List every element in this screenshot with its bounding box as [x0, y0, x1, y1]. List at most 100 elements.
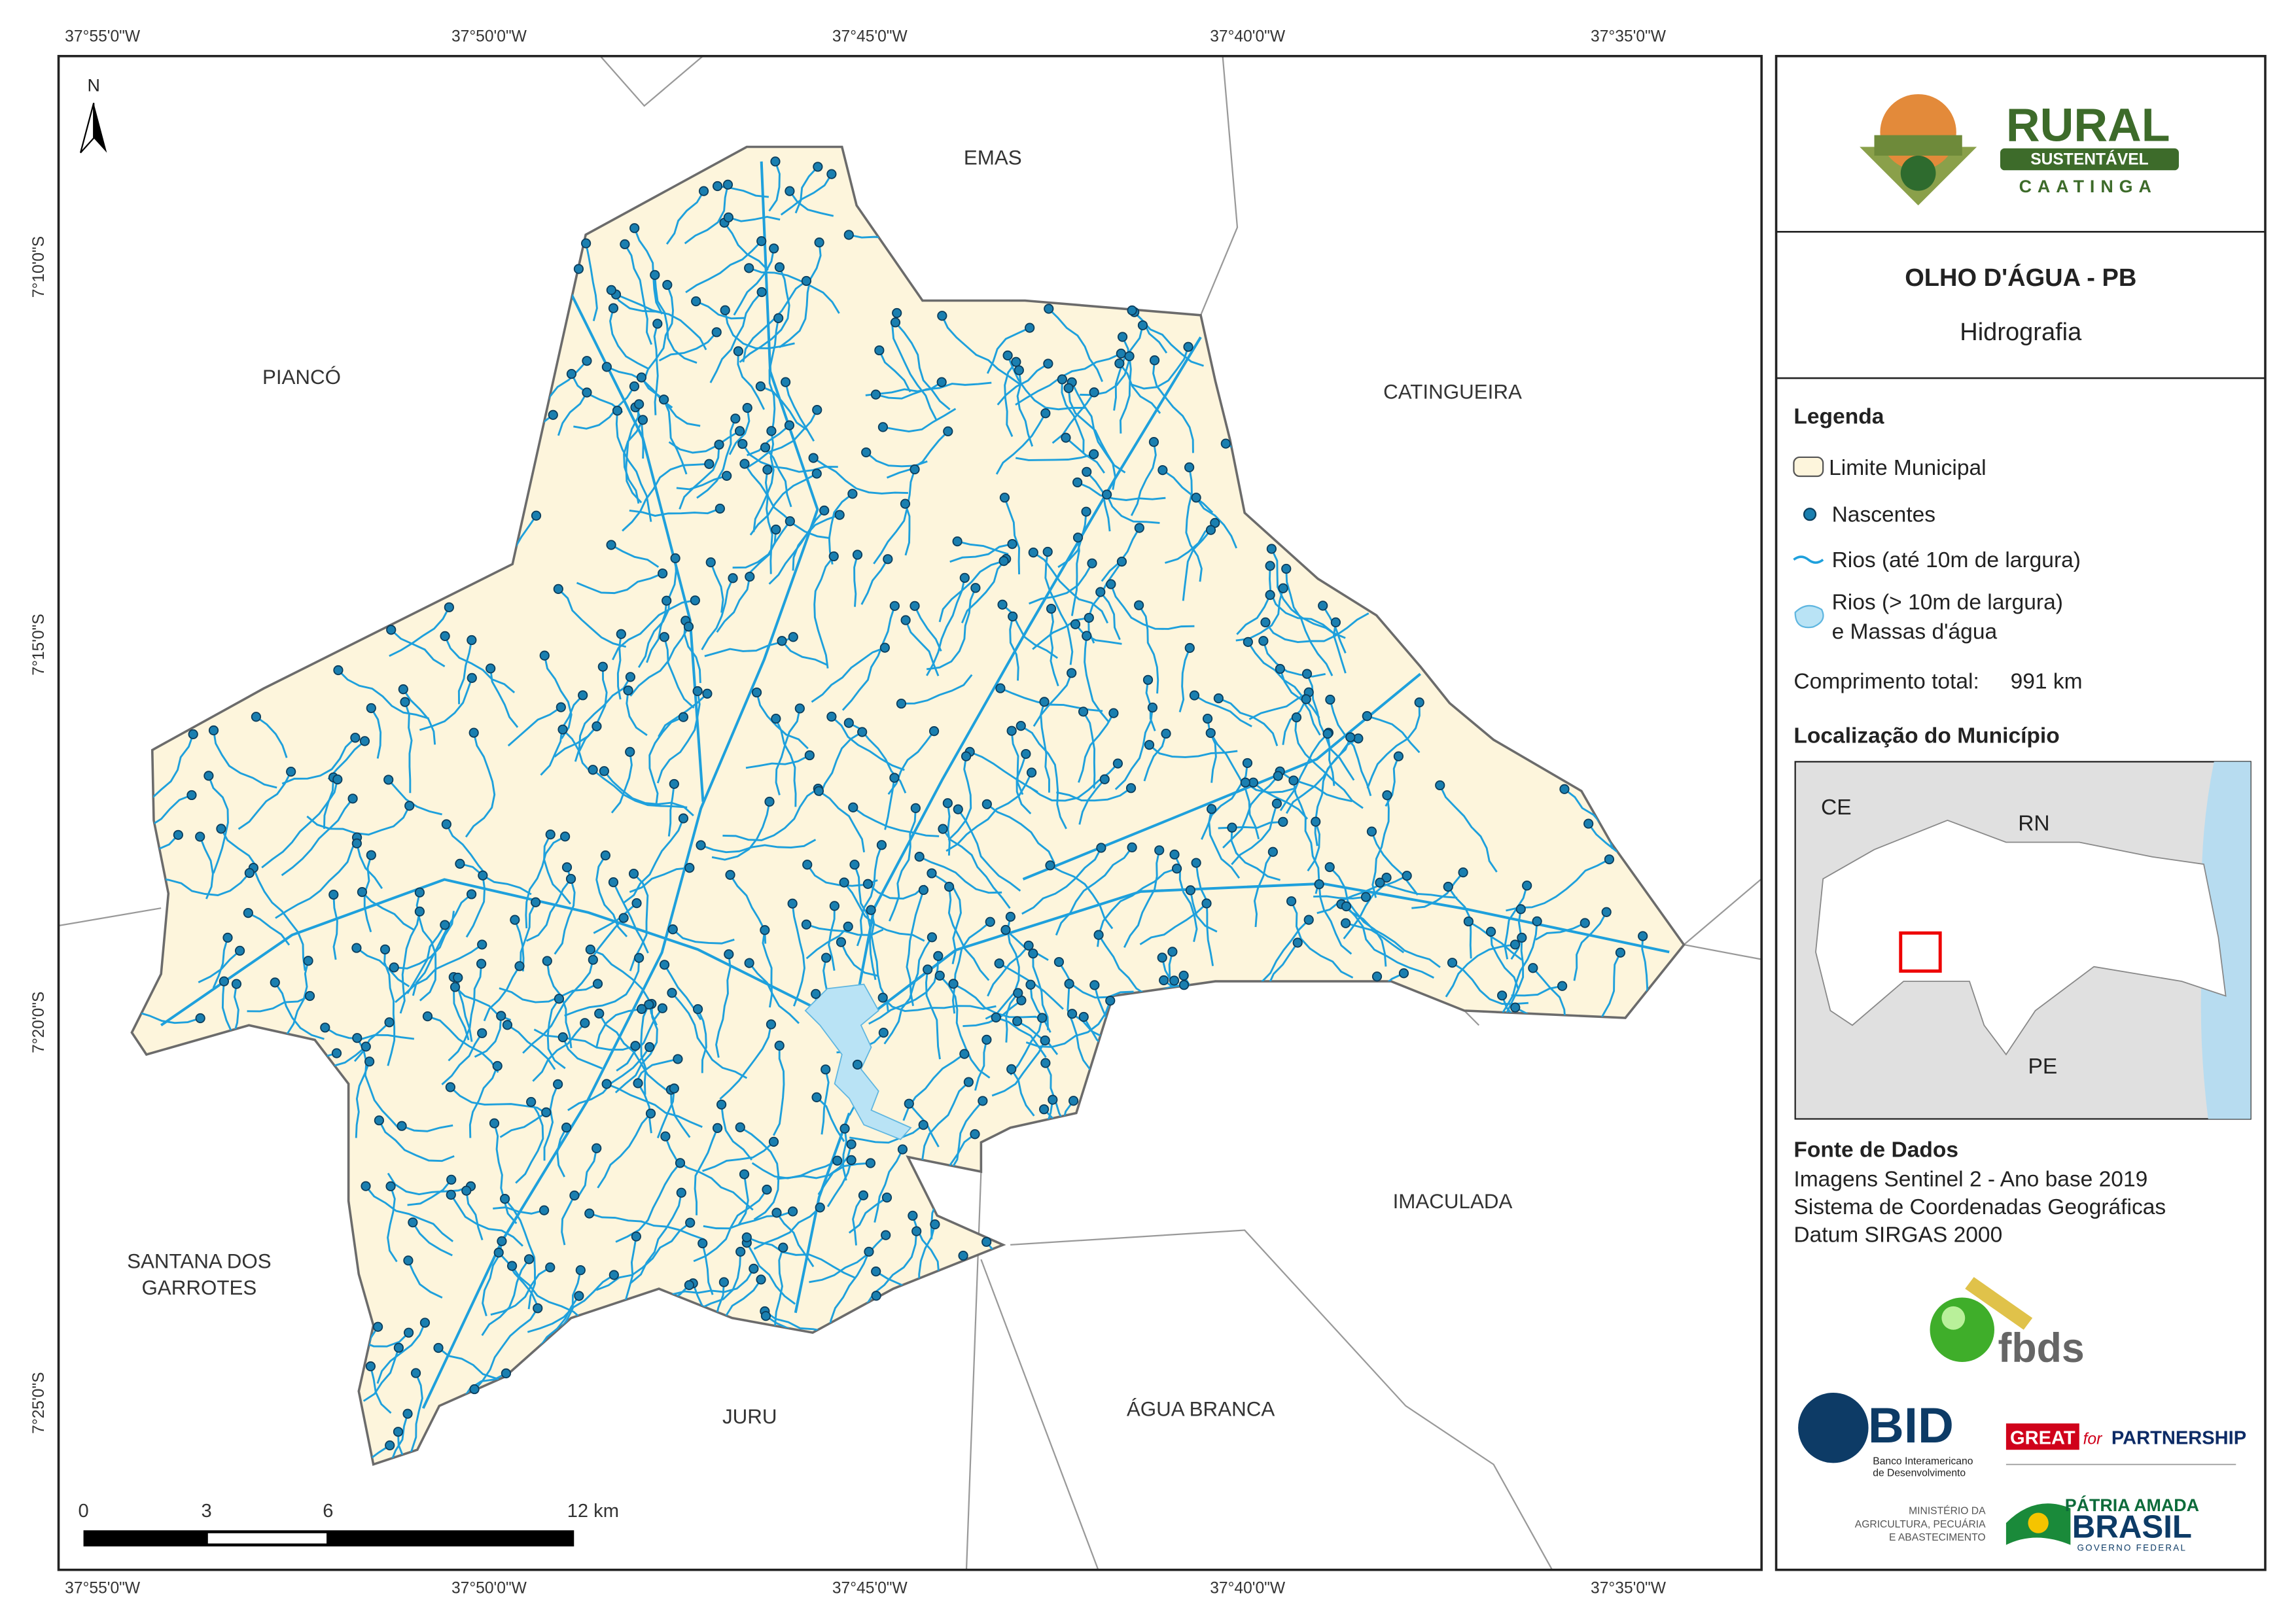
river	[370, 707, 382, 759]
spring	[1167, 947, 1178, 957]
river	[826, 1159, 853, 1208]
river	[995, 413, 1047, 475]
coord-label: 7°25'0"S	[30, 1372, 48, 1433]
spring	[1117, 332, 1128, 342]
river	[813, 555, 835, 669]
spring	[811, 988, 821, 999]
river	[1138, 604, 1159, 694]
spring	[774, 262, 785, 273]
scale-label: 12 km	[567, 1501, 619, 1522]
spring	[735, 1246, 746, 1257]
river	[629, 626, 690, 697]
spring	[865, 1158, 876, 1168]
spring	[999, 493, 1010, 503]
spring	[937, 311, 947, 321]
spring	[629, 381, 640, 392]
river	[658, 331, 718, 362]
spring	[1227, 822, 1237, 833]
river	[856, 845, 883, 947]
spring	[1360, 892, 1371, 902]
spring	[1127, 842, 1137, 852]
river	[633, 228, 663, 315]
spring	[510, 915, 520, 925]
river	[901, 674, 973, 705]
river	[1123, 850, 1161, 949]
spring	[1278, 816, 1288, 827]
river	[821, 1069, 830, 1135]
spring	[650, 270, 660, 280]
spring	[991, 1012, 1001, 1022]
spring	[1604, 854, 1615, 865]
river	[1049, 608, 1059, 687]
river	[1074, 623, 1122, 645]
spring	[1178, 980, 1190, 990]
map-subtitle: Hidrografia	[1960, 319, 2082, 346]
river	[412, 1221, 453, 1257]
spring	[526, 1096, 537, 1108]
spring	[660, 1131, 671, 1142]
river	[1152, 360, 1194, 453]
spring	[1362, 710, 1372, 722]
spring	[685, 1217, 696, 1228]
river	[1189, 890, 1218, 933]
legend-symbol	[1803, 508, 1817, 521]
spring	[889, 773, 900, 783]
spring	[705, 557, 716, 568]
spring	[1243, 637, 1253, 647]
river	[1029, 563, 1093, 605]
river	[444, 635, 516, 693]
spring	[723, 212, 733, 222]
spring	[781, 377, 791, 387]
river	[446, 824, 488, 877]
inset-label: PE	[2028, 1055, 2057, 1079]
spring	[808, 453, 819, 463]
spring	[608, 877, 619, 888]
spring	[849, 860, 860, 870]
spring	[584, 1208, 595, 1219]
scale-label: 3	[201, 1501, 211, 1522]
river	[402, 688, 436, 745]
river	[779, 242, 822, 349]
spring	[1522, 881, 1532, 891]
river	[1065, 437, 1106, 474]
coord-label: 37°40'0"W	[1210, 27, 1286, 45]
neighbor-label: GARROTES	[141, 1276, 256, 1299]
spring	[1583, 818, 1594, 829]
river	[1326, 733, 1335, 786]
spring	[433, 1342, 444, 1353]
spring	[876, 840, 887, 850]
spring	[749, 1263, 759, 1274]
spring	[773, 313, 784, 323]
spring	[1260, 617, 1271, 627]
river	[919, 856, 1002, 894]
river	[664, 1136, 754, 1211]
spring	[770, 156, 781, 167]
spring	[771, 524, 781, 535]
coord-label: 37°40'0"W	[1210, 1580, 1286, 1597]
river	[768, 318, 780, 436]
river	[412, 893, 472, 996]
spring	[592, 721, 602, 731]
river	[794, 166, 819, 214]
partner-text: E ABASTECIMENTO	[1889, 1532, 1986, 1543]
legend-title: Legenda	[1793, 404, 1884, 428]
spring	[506, 1261, 518, 1271]
river	[1099, 591, 1121, 640]
spring	[836, 937, 847, 947]
spring	[734, 426, 745, 436]
river	[483, 966, 521, 1022]
river	[951, 921, 991, 1014]
spring	[243, 907, 253, 918]
spring	[1046, 603, 1057, 614]
spring	[414, 887, 425, 898]
spring	[1189, 690, 1200, 701]
coord-label: 37°55'0"W	[65, 27, 141, 45]
river	[207, 775, 229, 874]
spring	[1149, 355, 1160, 366]
river	[926, 587, 977, 671]
partner-text: MINISTÉRIO DA	[1909, 1505, 1986, 1517]
spring	[737, 438, 748, 449]
spring	[704, 459, 715, 469]
spring	[785, 516, 795, 527]
river	[732, 520, 791, 569]
